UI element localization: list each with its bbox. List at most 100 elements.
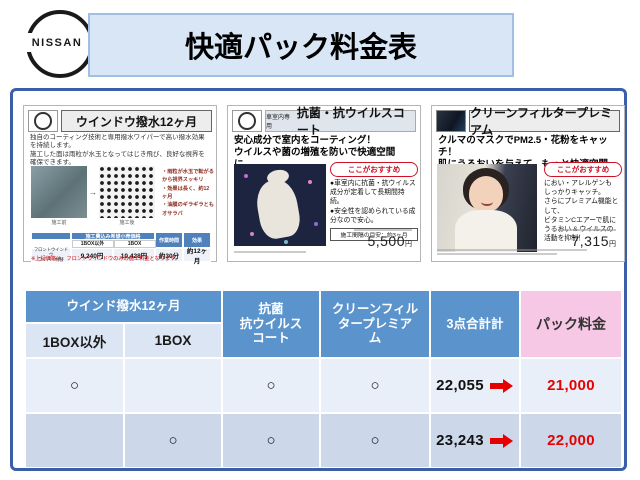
model-photo — [437, 164, 537, 252]
row1-total: 22,055 — [430, 358, 520, 413]
th-antivirus-coat: 抗菌 抗ウイルス コート — [222, 290, 320, 358]
nissan-mini-logo-circle — [34, 112, 52, 130]
before-after-arrow: → — [89, 188, 97, 197]
card1-price-1box: 10,428円 — [113, 247, 155, 262]
card-window-repellent: ウインドウ撥水12ヶ月 独自のコーティング技術と専用撥水ワイパーで高い撥水効果を… — [23, 105, 217, 265]
card2-bullet: ●車室内に抗菌・抗ウイルス成分が定着して長期間持続。 — [330, 180, 416, 206]
card1-work-time: 約30分 — [155, 247, 183, 262]
card1-price-table: 施工費込み希望小売価格 作業時間 効果 1BOX以外 1BOX フロントウインド… — [31, 232, 212, 265]
row1-coat-mark: ○ — [222, 358, 320, 413]
card1-price-1box-other: 9,240円 — [71, 247, 113, 262]
card1-th-blank — [31, 232, 71, 240]
card1-th-1box: 1BOX — [113, 239, 156, 248]
circle-mark: ○ — [370, 432, 380, 449]
th-pack-price: パック料金 — [520, 290, 622, 358]
nissan-logo: NISSAN — [20, 9, 94, 78]
th-window-repellent: ウインド撥水12ヶ月 — [25, 290, 222, 323]
card2-fine-print — [234, 249, 306, 255]
card2-tag: 車室内専用 — [266, 115, 291, 130]
row2-pack-price: 22,000 — [520, 413, 622, 468]
model-face — [469, 176, 503, 212]
row1-pack-price: 21,000 — [520, 358, 622, 413]
nissan-mini-logo — [28, 110, 58, 132]
model-shirt — [455, 210, 517, 252]
card2-header: 車室内専用 抗菌・抗ウイルスコート — [232, 106, 416, 137]
row1-1box-other-mark: ○ — [25, 358, 124, 413]
card1-th-effect: 効果 — [183, 232, 211, 248]
row2-1box-other-mark — [25, 413, 124, 468]
card3-price-unit: 円 — [609, 241, 616, 248]
row2-1box-mark: ○ — [124, 413, 222, 468]
card2-title-box: 車室内専用 抗菌・抗ウイルスコート — [265, 106, 416, 137]
card1-table-data-row: フロントウインドウ ワイパー付替 9,240円 10,428円 約30分 約12… — [31, 247, 211, 265]
circle-mark: ○ — [266, 432, 276, 449]
card2-right-column: ここがおすすめ ●車室内に抗菌・抗ウイルス成分が定着して長期間持続。 ●安全性を… — [330, 162, 418, 241]
card1-note: ※上記価格は、フロントウインドウのみの施工料金となります。 — [31, 256, 180, 262]
fine-print-line — [354, 229, 412, 231]
card3-header: クリーンフィルタープレミアム — [436, 106, 620, 137]
card1-bullets: ・雨粒が水玉で転がるから視界スッキリ ・効果は長く、約12ヶ月 ・油膜のギラギラ… — [162, 168, 214, 218]
row1-filter-mark: ○ — [320, 358, 430, 413]
card3-fine-print — [437, 247, 587, 257]
germ-dots — [244, 174, 248, 178]
card-clean-filter: クリーンフィルタープレミアム クルマのマスクでPM2.5・花粉をキャッチ！ 肌に… — [431, 105, 625, 262]
page-title-box: 快適パック料金表 — [88, 13, 514, 77]
card2-title: 抗菌・抗ウイルスコート — [296, 106, 405, 137]
card2-price: 5,500 — [367, 233, 405, 249]
row2-filter-mark: ○ — [320, 413, 430, 468]
card1-effect-duration: 約12ヶ月 — [183, 247, 211, 265]
pack-price-table: ウインド撥水12ヶ月 1BOX以外 1BOX 抗菌 抗ウイルス コート クリーン… — [25, 290, 622, 468]
th-1box: 1BOX — [124, 323, 222, 358]
fine-print-line — [437, 249, 587, 251]
nissan-mini-logo-circle — [238, 112, 256, 130]
card3-title: クリーンフィルタープレミアム — [470, 106, 613, 137]
card1-bullet: ・油膜のギラギラともオサラバ — [162, 202, 214, 217]
card1-bullet: ・雨粒が水玉で転がるから視界スッキリ — [162, 169, 214, 184]
card3-title-box: クリーンフィルタープレミアム — [469, 106, 620, 137]
card2-price-area: 5,500円 — [354, 229, 412, 251]
card-antivirus-coat: 車室内専用 抗菌・抗ウイルスコート 安心成分で室内をコーティング！ ウイルスや菌… — [227, 105, 421, 262]
card1-table-subheader-row: 1BOX以外 1BOX — [71, 239, 212, 248]
card2-interval-box: 施工間隔の目安：約3ヶ月 — [330, 227, 418, 241]
row1-1box-mark — [124, 358, 222, 413]
card1-image-row: 施工前 → 施工後 — [31, 166, 155, 226]
after-image-block: 施工後 — [99, 166, 155, 226]
windshield-after-image — [99, 166, 155, 218]
card1-title-box: ウインドウ撥水12ヶ月 — [61, 110, 212, 132]
card1-th-time: 作業時間 — [155, 232, 183, 248]
card2-price-unit: 円 — [405, 241, 412, 248]
red-arrow-icon — [489, 378, 514, 393]
circle-mark: ○ — [266, 377, 276, 394]
circle-mark: ○ — [370, 377, 380, 394]
card1-th-1box-other: 1BOX以外 — [71, 239, 114, 248]
card3-price-area: 7,315円 — [558, 229, 616, 251]
row2-pack-value: 22,000 — [547, 432, 595, 449]
row1-pack-value: 21,000 — [547, 377, 595, 394]
row1-total-value: 22,055 — [436, 377, 484, 394]
card1-header: ウインドウ撥水12ヶ月 — [28, 110, 212, 132]
card2-bullet: ●安全性を認められている成分なので安心。 — [330, 207, 416, 224]
after-caption: 施工後 — [119, 220, 135, 226]
fine-print-line — [437, 253, 557, 255]
circle-mark: ○ — [168, 432, 178, 449]
seat-illustration — [234, 164, 326, 246]
before-caption: 施工前 — [51, 220, 67, 226]
th-three-item-total: 3点合計計 — [430, 290, 520, 358]
row2-total-value: 23,243 — [436, 432, 484, 449]
row2-total: 23,243 — [430, 413, 520, 468]
card1-title: ウインドウ撥水12ヶ月 — [75, 114, 198, 129]
model-smile — [481, 198, 493, 206]
card1-row-label: フロントウインドウ ワイパー付替 — [31, 247, 71, 262]
row2-coat-mark: ○ — [222, 413, 320, 468]
card3-price: 7,315 — [571, 233, 609, 249]
card1-bullet: ・効果は長く、約12ヶ月 — [162, 185, 210, 200]
circle-mark: ○ — [69, 377, 80, 394]
th-clean-filter: クリーンフィル タープレミア ム — [320, 290, 430, 358]
nissan-logo-wordmark: NISSAN — [20, 33, 94, 52]
fine-print-line — [234, 251, 306, 253]
recommend-badge: ここがおすすめ — [544, 162, 622, 177]
th-1box-other: 1BOX以外 — [25, 323, 124, 358]
recommend-badge: ここがおすすめ — [330, 162, 418, 177]
card1-table-header-row: 施工費込み希望小売価格 作業時間 効果 — [31, 232, 211, 248]
